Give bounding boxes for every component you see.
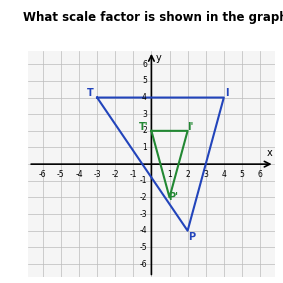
Text: P: P — [188, 231, 195, 242]
Text: -1: -1 — [140, 176, 147, 185]
Text: -4: -4 — [139, 226, 147, 235]
Text: -4: -4 — [75, 170, 83, 179]
Text: 4: 4 — [221, 170, 226, 179]
Text: x: x — [267, 148, 273, 158]
Text: 3: 3 — [142, 110, 147, 119]
Text: T: T — [87, 87, 93, 98]
Text: P': P' — [168, 192, 178, 202]
Text: I': I' — [187, 122, 194, 132]
Text: -2: -2 — [112, 170, 119, 179]
Text: I: I — [225, 87, 228, 98]
Text: What scale factor is shown in the graph?: What scale factor is shown in the graph? — [23, 11, 283, 24]
Text: 6: 6 — [258, 170, 262, 179]
Text: -6: -6 — [139, 260, 147, 269]
Text: T': T' — [138, 122, 148, 132]
Text: 5: 5 — [239, 170, 244, 179]
Text: 4: 4 — [142, 93, 147, 102]
Text: -1: -1 — [130, 170, 137, 179]
Text: -6: -6 — [39, 170, 47, 179]
Text: -3: -3 — [139, 210, 147, 218]
Text: -3: -3 — [93, 170, 101, 179]
Text: 1: 1 — [142, 143, 147, 152]
Text: 3: 3 — [203, 170, 208, 179]
Text: 6: 6 — [142, 60, 147, 69]
Text: -5: -5 — [139, 243, 147, 252]
Text: -2: -2 — [140, 193, 147, 202]
Text: y: y — [156, 53, 162, 63]
Text: 2: 2 — [142, 126, 147, 135]
Text: 5: 5 — [142, 76, 147, 85]
Text: -5: -5 — [57, 170, 65, 179]
Text: 2: 2 — [185, 170, 190, 179]
Text: 1: 1 — [167, 170, 172, 179]
